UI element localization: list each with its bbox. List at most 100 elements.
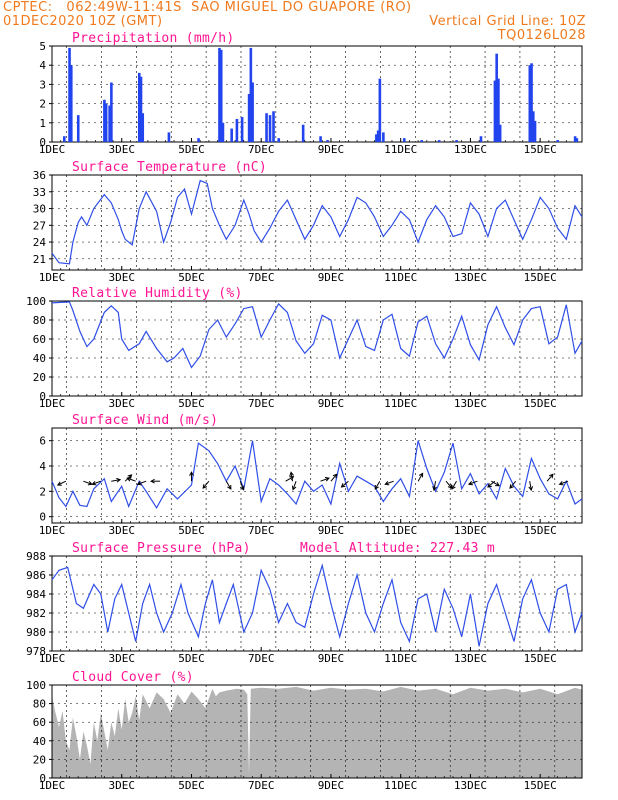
precip-bar xyxy=(221,122,225,142)
x-tick-label: 1DEC xyxy=(39,271,66,284)
wind-arrow-head xyxy=(487,483,492,488)
wind-arrow-head xyxy=(509,484,514,489)
precip-bar xyxy=(528,65,532,142)
x-tick-label: 9DEC xyxy=(318,397,345,410)
wind-arrow xyxy=(374,480,381,490)
precip-bar xyxy=(493,80,497,142)
plot-frame xyxy=(51,555,583,652)
precip-bar xyxy=(402,138,406,142)
y-tick-label: 3 xyxy=(39,78,46,91)
x-tick-label: 7DEC xyxy=(248,524,275,537)
wind-arrow xyxy=(91,480,101,486)
header-location: CPTEC: 062:49W-11:41S SAO MIGUEL DO GUAP… xyxy=(3,0,412,15)
x-tick-label: 7DEC xyxy=(248,143,275,156)
wind-arrow-shaft xyxy=(202,480,210,489)
precip-bar xyxy=(141,113,145,142)
wind-arrow xyxy=(487,480,496,488)
y-tick-label: 5 xyxy=(39,40,46,53)
precip-bar xyxy=(479,136,483,142)
precip-bar xyxy=(497,78,500,142)
precip-bar xyxy=(230,128,233,142)
wind-arrow-shaft xyxy=(320,477,330,482)
wind-arrow-shaft xyxy=(417,473,424,482)
y-tick-label: 60 xyxy=(33,716,46,729)
precip-bar xyxy=(498,124,502,142)
wind-arrow-shaft xyxy=(385,480,394,485)
precip-bar xyxy=(556,140,559,142)
wind-arrow-head xyxy=(332,473,338,479)
panel-humidity: 0 20 40 60 80 100 1DEC 3DEC 5DEC 7DEC 9DEC 11DEC 13D… xyxy=(26,286,583,410)
x-tick-label: 11DEC xyxy=(384,652,417,665)
y-tick-label: 30 xyxy=(33,203,46,216)
panel-temperature: 21 24 27 30 33 36 1DEC 3DEC 5DEC 7DEC 9DEC 11DEC 13D… xyxy=(33,160,583,284)
precip-bar xyxy=(301,124,305,142)
wind-arrow xyxy=(289,471,294,482)
y-tick-label: 40 xyxy=(33,735,46,748)
y-tick-label: 100 xyxy=(26,295,46,308)
y-tick-label: 33 xyxy=(33,186,46,199)
wind-arrow-head xyxy=(340,483,346,488)
x-tick-label: 15DEC xyxy=(524,271,557,284)
x-tick-label: 13DEC xyxy=(454,779,487,792)
wind-arrow-head xyxy=(418,472,424,478)
precip-bar xyxy=(110,82,113,142)
precip-bar xyxy=(533,120,537,142)
precip-bar xyxy=(455,140,458,142)
x-tick-label: 1DEC xyxy=(39,143,66,156)
wind-arrow-shaft xyxy=(92,480,101,485)
model-altitude: Model Altitude: 227.43 m xyxy=(300,541,495,556)
x-tick-label: 15DEC xyxy=(524,652,557,665)
precip-bar xyxy=(531,111,535,142)
y-tick-label: 986 xyxy=(26,569,46,582)
wind-arrow-shaft xyxy=(487,480,496,488)
wind-arrow-shaft xyxy=(111,479,121,482)
wind-arrow-shaft xyxy=(290,472,294,482)
wind-arrow-head xyxy=(136,480,142,486)
wind-arrow xyxy=(384,480,394,486)
wind-arrow xyxy=(558,480,569,486)
y-tick-label: 24 xyxy=(33,236,47,249)
x-tick-label: 11DEC xyxy=(384,779,417,792)
wind-arrow-head xyxy=(56,481,62,486)
panel-title: Surface Temperature (nC) xyxy=(72,160,267,175)
wind-arrow-head xyxy=(91,480,97,486)
precip-bar xyxy=(240,117,244,142)
x-tick-label: 11DEC xyxy=(384,397,417,410)
x-tick-label: 15DEC xyxy=(524,779,557,792)
y-tick-label: 6 xyxy=(39,435,46,448)
wind-arrow-shaft xyxy=(341,480,349,488)
temperature-line xyxy=(51,179,583,265)
wind-arrow xyxy=(546,473,554,482)
x-tick-label: 1DEC xyxy=(39,524,66,537)
precip-bar xyxy=(249,47,253,142)
wind-arrow-shaft xyxy=(374,480,381,490)
wind-arrow-head xyxy=(528,486,534,492)
x-tick-label: 15DEC xyxy=(524,143,557,156)
wind-arrow-shaft xyxy=(491,480,500,487)
wind-arrow-head xyxy=(227,484,232,490)
precip-bar xyxy=(319,136,322,142)
header-model: TQ0126L028 xyxy=(497,28,586,43)
panel-wind: 0 2 4 6 1DEC 3DEC 5DEC 7DEC 9DEC 11DEC 13DEC 15DEC S… xyxy=(39,413,583,537)
y-tick-label: 27 xyxy=(33,219,46,232)
precip-bar xyxy=(76,115,80,142)
precip-bar xyxy=(103,99,106,142)
x-tick-label: 9DEC xyxy=(318,143,345,156)
precip-bar xyxy=(197,138,200,142)
y-tick-label: 980 xyxy=(26,626,46,639)
wind-arrow-shaft xyxy=(433,481,437,491)
wind-arrow-head xyxy=(189,471,194,476)
wind-arrow-head xyxy=(549,473,554,479)
wind-arrow-shaft xyxy=(546,473,554,482)
precip-bar xyxy=(272,111,275,142)
x-tick-label: 15DEC xyxy=(524,397,557,410)
wind-arrow xyxy=(225,480,232,490)
humidity-line xyxy=(51,301,583,369)
precip-bar xyxy=(326,140,329,142)
wind-arrow-shaft xyxy=(127,477,136,482)
header-date: 01DEC2020 10Z (GMT) xyxy=(3,14,163,29)
wind-arrow xyxy=(451,480,457,490)
precip-bar xyxy=(575,138,579,142)
wind-arrow-shaft xyxy=(292,481,297,490)
